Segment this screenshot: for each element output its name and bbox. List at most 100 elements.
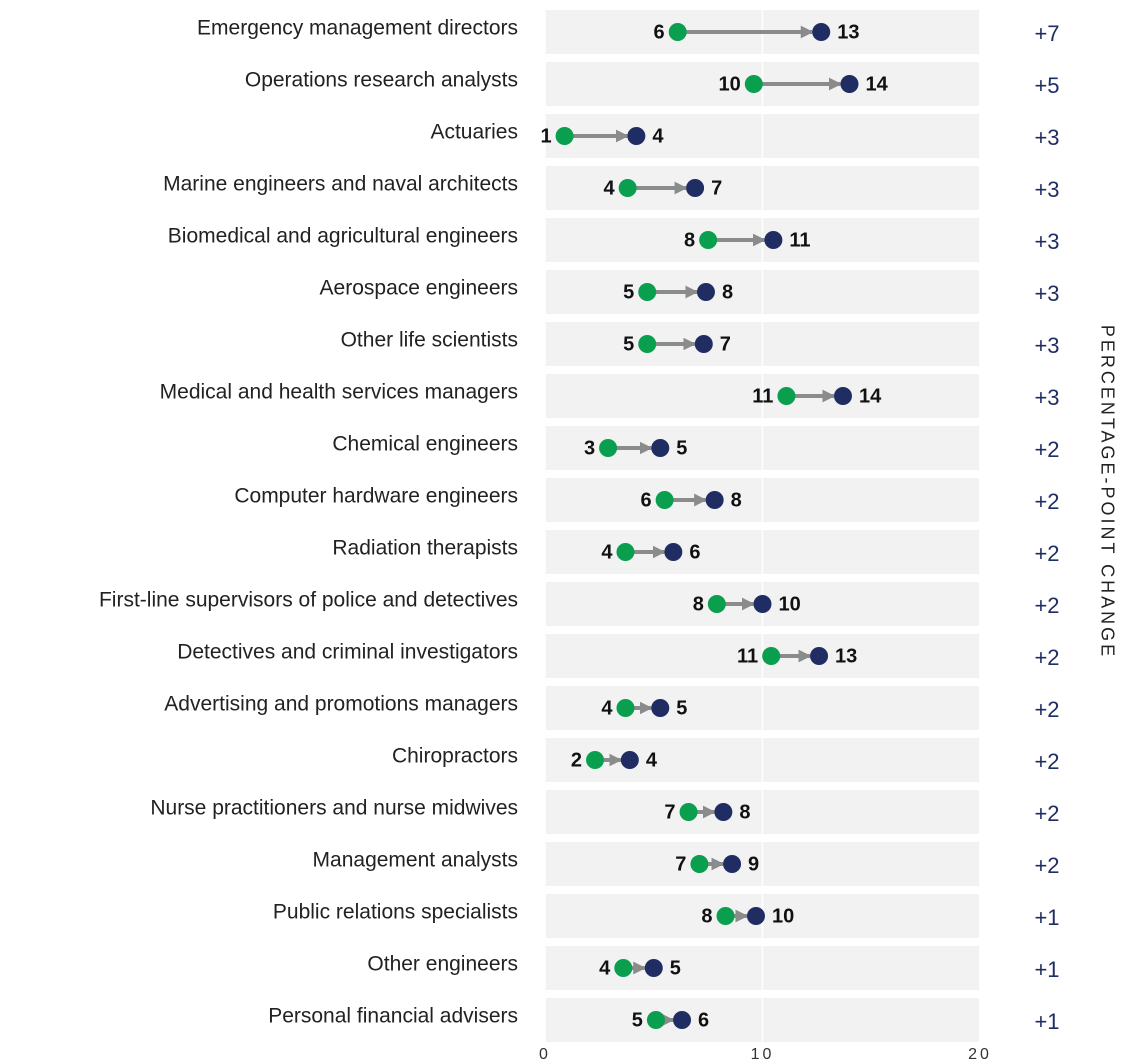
start-label: 3 — [584, 437, 595, 459]
end-label: 8 — [722, 281, 733, 303]
end-dot — [627, 127, 646, 145]
end-dot — [764, 231, 783, 249]
change-label: +2 — [1034, 697, 1059, 722]
change-label: +3 — [1034, 281, 1059, 306]
end-label: 9 — [748, 853, 759, 875]
end-dot — [620, 751, 639, 769]
start-dot — [646, 1011, 665, 1029]
change-label: +3 — [1034, 333, 1059, 358]
start-dot — [699, 231, 718, 249]
category-label: Emergency management directors — [197, 17, 518, 40]
start-dot — [690, 855, 709, 873]
end-label: 14 — [859, 385, 882, 407]
start-dot — [638, 335, 657, 353]
change-label: +2 — [1034, 645, 1059, 670]
start-label: 4 — [601, 697, 613, 719]
end-label: 5 — [676, 437, 687, 459]
start-dot — [616, 699, 635, 717]
start-label: 5 — [623, 333, 634, 355]
category-label: Actuaries — [430, 121, 518, 144]
end-label: 7 — [711, 177, 722, 199]
start-label: 1 — [540, 125, 551, 147]
end-dot — [746, 907, 765, 925]
change-label: +2 — [1034, 801, 1059, 826]
start-label: 6 — [654, 21, 665, 43]
change-label: +2 — [1034, 489, 1059, 514]
end-label: 10 — [772, 905, 794, 927]
start-label: 4 — [604, 177, 616, 199]
category-label: Aerospace engineers — [320, 277, 518, 300]
end-label: 5 — [670, 957, 681, 979]
change-label: +3 — [1034, 229, 1059, 254]
end-label: 5 — [676, 697, 687, 719]
end-dot — [833, 387, 852, 405]
category-label: Marine engineers and naval architects — [163, 173, 518, 196]
start-label: 8 — [693, 593, 704, 615]
x-tick-label: 0 — [539, 1046, 551, 1063]
category-label: Detectives and criminal investigators — [177, 641, 518, 664]
end-label: 13 — [837, 21, 859, 43]
start-label: 5 — [632, 1009, 643, 1031]
start-label: 10 — [719, 73, 741, 95]
change-axis-label: PERCENTAGE-POINT CHANGE — [1097, 325, 1117, 659]
start-label: 5 — [623, 281, 634, 303]
start-label: 4 — [601, 541, 613, 563]
start-dot — [586, 751, 605, 769]
end-label: 6 — [689, 541, 700, 563]
end-label: 8 — [739, 801, 750, 823]
start-label: 6 — [641, 489, 652, 511]
change-label: +3 — [1034, 125, 1059, 150]
start-dot — [707, 595, 726, 613]
start-dot — [555, 127, 574, 145]
change-label: +3 — [1034, 177, 1059, 202]
end-label: 4 — [652, 125, 664, 147]
x-tick-label: 20 — [968, 1046, 992, 1063]
change-label: +3 — [1034, 385, 1059, 410]
change-label: +5 — [1034, 73, 1059, 98]
end-dot — [812, 23, 831, 41]
change-label: +2 — [1034, 749, 1059, 774]
end-label: 14 — [866, 73, 889, 95]
change-label: +1 — [1034, 957, 1059, 982]
start-dot — [638, 283, 657, 301]
start-label: 11 — [737, 645, 758, 667]
start-dot — [762, 647, 781, 665]
start-dot — [716, 907, 735, 925]
start-dot — [668, 23, 687, 41]
category-label: Nurse practitioners and nurse midwives — [150, 797, 518, 820]
end-label: 11 — [789, 229, 810, 251]
category-label: First-line supervisors of police and det… — [99, 589, 518, 612]
change-label: +2 — [1034, 437, 1059, 462]
end-dot — [694, 335, 713, 353]
start-label: 7 — [675, 853, 686, 875]
category-label: Radiation therapists — [332, 537, 518, 560]
change-label: +2 — [1034, 853, 1059, 878]
start-label: 7 — [664, 801, 675, 823]
category-label: Advertising and promotions managers — [164, 693, 518, 716]
change-label: +7 — [1034, 21, 1059, 46]
end-dot — [840, 75, 859, 93]
category-label: Personal financial advisers — [268, 1005, 518, 1028]
category-label: Chiropractors — [392, 745, 518, 768]
start-label: 8 — [701, 905, 712, 927]
category-label: Medical and health services managers — [160, 381, 518, 404]
category-label: Other engineers — [367, 953, 518, 976]
end-dot — [651, 439, 670, 457]
end-dot — [810, 647, 829, 665]
start-dot — [679, 803, 698, 821]
category-label: Operations research analysts — [245, 69, 518, 92]
end-dot — [723, 855, 742, 873]
change-label: +1 — [1034, 1009, 1059, 1034]
end-dot — [714, 803, 733, 821]
start-dot — [655, 491, 674, 509]
start-label: 8 — [684, 229, 695, 251]
start-dot — [618, 179, 637, 197]
start-dot — [616, 543, 635, 561]
change-label: +1 — [1034, 905, 1059, 930]
category-label: Chemical engineers — [332, 433, 518, 456]
start-dot — [777, 387, 796, 405]
end-dot — [644, 959, 663, 977]
category-label: Public relations specialists — [273, 901, 518, 924]
change-label: +2 — [1034, 541, 1059, 566]
